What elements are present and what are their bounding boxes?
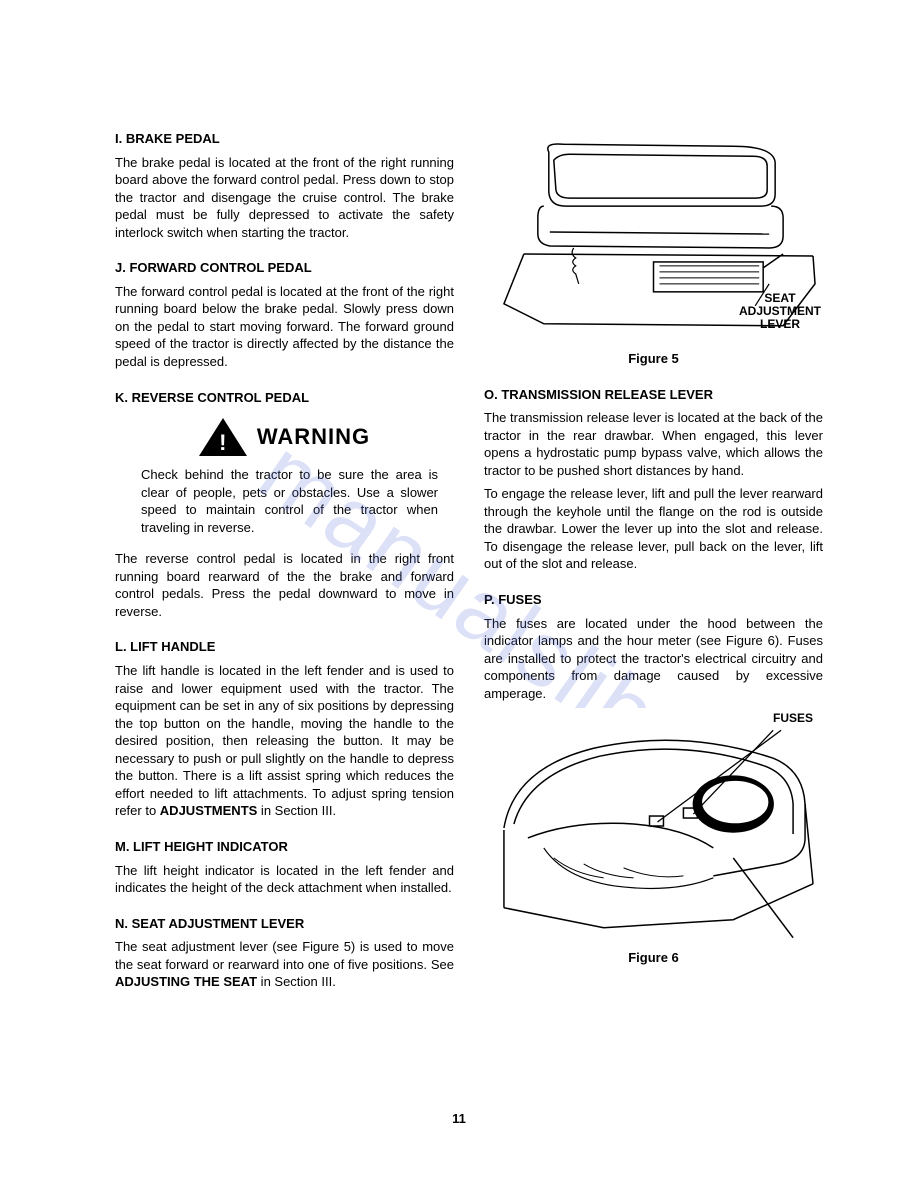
figure-6-caption: Figure 6	[484, 949, 823, 967]
section-l-post: in Section III.	[257, 803, 336, 818]
figure-6-drawing: FUSES	[484, 708, 823, 943]
warning-text: Check behind the tractor to be sure the …	[141, 466, 438, 536]
fig5-label-line-0: SEAT	[764, 291, 795, 305]
section-n-bold: ADJUSTING THE SEAT	[115, 974, 257, 989]
fig5-label-line-2: LEVER	[760, 317, 800, 331]
two-column-layout: I. BRAKE PEDAL The brake pedal is locate…	[115, 130, 823, 997]
section-m-para: The lift height indicator is located in …	[115, 862, 454, 897]
section-o-para2: To engage the release lever, lift and pu…	[484, 485, 823, 573]
manual-page: manualslib I. BRAKE PEDAL The brake peda…	[0, 0, 918, 1188]
section-o-heading: O. TRANSMISSION RELEASE LEVER	[484, 386, 823, 404]
section-n-para: The seat adjustment lever (see Figure 5)…	[115, 938, 454, 991]
figure-6-label: FUSES	[773, 712, 813, 725]
page-number: 11	[0, 1110, 918, 1128]
section-n-pre: The seat adjustment lever (see Figure 5)…	[115, 939, 454, 972]
figure-5-label: SEAT ADJUSTMENT LEVER	[739, 292, 821, 332]
section-k-para: The reverse control pedal is located in …	[115, 550, 454, 620]
warning-word: WARNING	[257, 422, 370, 452]
warning-triangle-icon	[199, 418, 247, 456]
left-column: I. BRAKE PEDAL The brake pedal is locate…	[115, 130, 454, 997]
section-p-para: The fuses are located under the hood bet…	[484, 615, 823, 703]
section-i-heading: I. BRAKE PEDAL	[115, 130, 454, 148]
section-n-heading: N. SEAT ADJUSTMENT LEVER	[115, 915, 454, 933]
section-n-post: in Section III.	[257, 974, 336, 989]
warning-header: WARNING	[121, 418, 448, 456]
section-m-heading: M. LIFT HEIGHT INDICATOR	[115, 838, 454, 856]
section-i-para: The brake pedal is located at the front …	[115, 154, 454, 242]
figure-5: SEAT ADJUSTMENT LEVER Figure 5	[484, 134, 823, 368]
warning-block: WARNING Check behind the tractor to be s…	[115, 418, 454, 536]
section-l-para: The lift handle is located in the left f…	[115, 662, 454, 820]
figure-5-drawing: SEAT ADJUSTMENT LEVER	[484, 134, 823, 344]
section-o-para1: The transmission release lever is locate…	[484, 409, 823, 479]
figure-6: FUSES Figure 6	[484, 708, 823, 967]
section-l-pre: The lift handle is located in the left f…	[115, 663, 454, 818]
section-l-heading: L. LIFT HANDLE	[115, 638, 454, 656]
section-j-heading: J. FORWARD CONTROL PEDAL	[115, 259, 454, 277]
figure-5-caption: Figure 5	[484, 350, 823, 368]
section-p-heading: P. FUSES	[484, 591, 823, 609]
fig5-label-line-1: ADJUSTMENT	[739, 304, 821, 318]
section-k-heading: K. REVERSE CONTROL PEDAL	[115, 389, 454, 407]
section-j-para: The forward control pedal is located at …	[115, 283, 454, 371]
right-column: SEAT ADJUSTMENT LEVER Figure 5 O. TRANSM…	[484, 130, 823, 997]
section-l-bold: ADJUSTMENTS	[160, 803, 258, 818]
